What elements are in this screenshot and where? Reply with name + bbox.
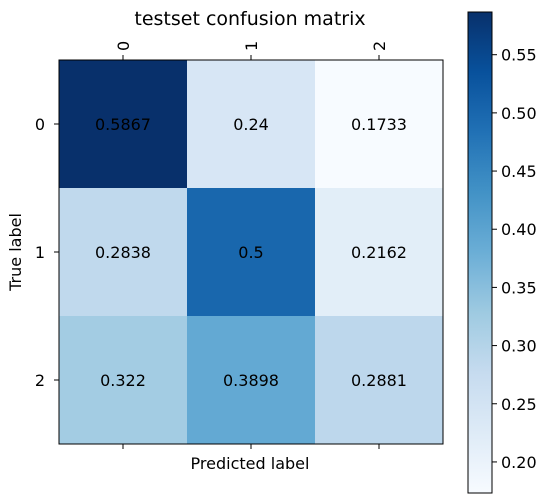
cell-value-label: 0.322: [100, 371, 146, 390]
cell-value-label: 0.2838: [95, 243, 151, 262]
heatmap-cell-labels: 0.5867 0.24 0.1733 0.2838 0.5 0.2162 0.322 0.38…: [95, 115, 407, 390]
heatmap-cell: [59, 188, 188, 317]
colorbar-tick-label: 0.45: [501, 162, 537, 181]
colorbar-tick-label: 0.55: [501, 46, 537, 65]
heatmap-cell: [59, 316, 188, 445]
cell-value-label: 0.5867: [95, 115, 151, 134]
x-tick-label: 1: [242, 41, 261, 51]
cell-value-label: 0.3898: [223, 371, 279, 390]
cell-value-label: 0.1733: [351, 115, 407, 134]
colorbar-tick-label: 0.50: [501, 104, 537, 123]
cell-value-label: 0.2162: [351, 243, 407, 262]
heatmap-cell: [59, 60, 188, 189]
colorbar: [467, 11, 493, 494]
chart-title: testset confusion matrix: [134, 8, 365, 30]
heatmap-cell: [315, 188, 444, 317]
heatmap-cell: [187, 188, 316, 317]
heatmap-cell: [187, 60, 316, 189]
y-axis-ticks: 0 1 2: [35, 115, 59, 390]
colorbar-tick-label: 0.25: [501, 395, 537, 414]
y-tick-label: 2: [35, 371, 45, 390]
x-axis-ticks: 0 1 2: [114, 41, 389, 449]
colorbar-tick-label: 0.20: [501, 453, 537, 472]
y-tick-label: 0: [35, 115, 45, 134]
cell-value-label: 0.5: [238, 243, 263, 262]
colorbar-tick-label: 0.40: [501, 220, 537, 239]
cell-value-label: 0.2881: [351, 371, 407, 390]
cell-value-label: 0.24: [233, 115, 269, 134]
colorbar-tick-label: 0.35: [501, 278, 537, 297]
heatmap-cell: [187, 316, 316, 445]
heatmap-cell: [315, 60, 444, 189]
y-tick-label: 1: [35, 243, 45, 262]
x-axis-label: Predicted label: [191, 454, 310, 473]
colorbar-tick-label: 0.30: [501, 337, 537, 356]
heatmap-cell: [315, 316, 444, 445]
y-axis-label: True label: [6, 213, 25, 292]
colorbar-ticks: 0.20 0.25 0.30 0.35 0.40 0.45 0.50 0.55: [492, 46, 537, 472]
heatmap-cells: [59, 60, 444, 445]
x-tick-label: 0: [114, 41, 133, 51]
x-tick-label: 2: [370, 41, 389, 51]
